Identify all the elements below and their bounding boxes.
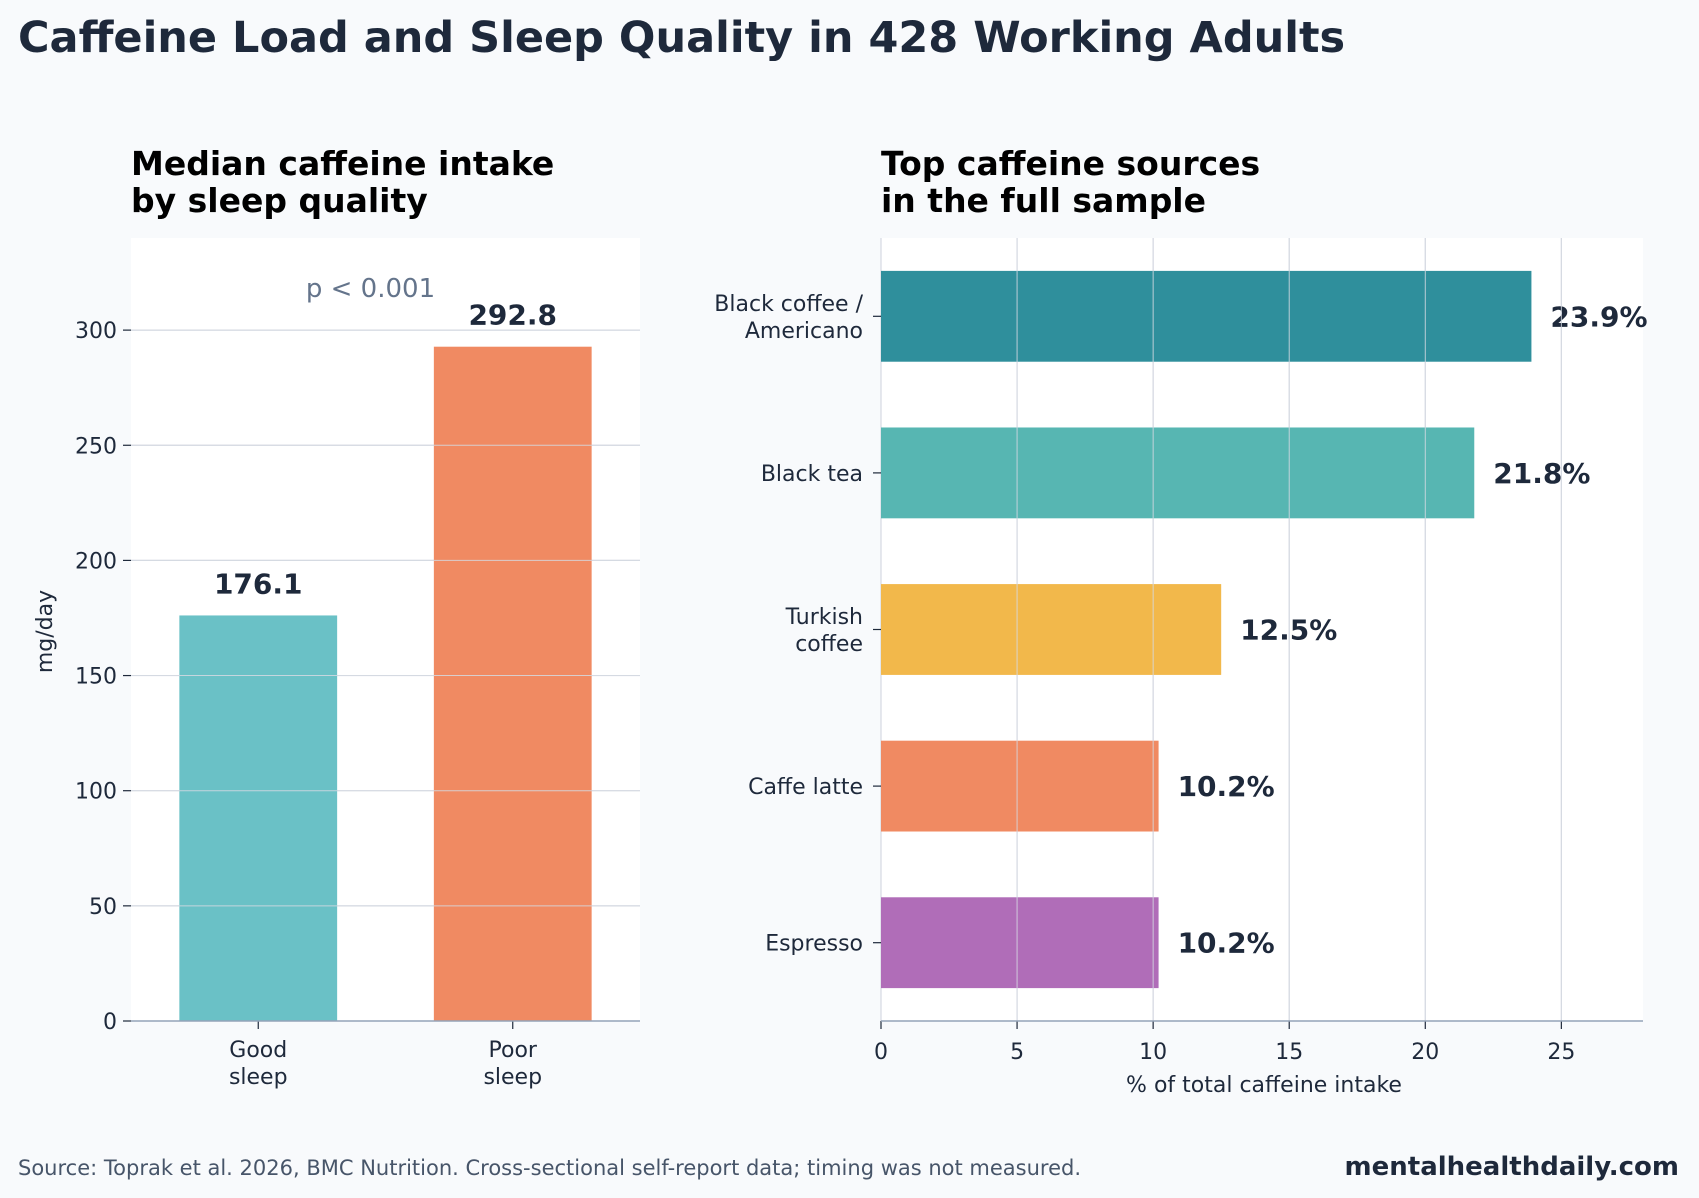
x-tick-label: Good sleep bbox=[229, 1038, 288, 1090]
bar-value-label: 23.9% bbox=[1550, 300, 1647, 333]
bar bbox=[881, 427, 1475, 519]
x-tick-label: 20 bbox=[1411, 1040, 1439, 1065]
source-note: Source: Toprak et al. 2026, BMC Nutritio… bbox=[18, 1156, 1081, 1180]
x-tick-label: 5 bbox=[1010, 1040, 1024, 1065]
bar-value-label: 10.2% bbox=[1178, 927, 1275, 960]
y-axis-label: mg/day bbox=[33, 590, 58, 673]
bar bbox=[881, 740, 1159, 832]
bar bbox=[179, 615, 338, 1021]
right-chart-title: Top caffeine sources in the full sample bbox=[881, 144, 1260, 220]
x-tick-label: 25 bbox=[1547, 1040, 1575, 1065]
brand-label: mentalhealthdaily.com bbox=[1345, 1152, 1679, 1182]
bar-value-label: 21.8% bbox=[1493, 457, 1590, 490]
bar-value-label: 176.1 bbox=[214, 567, 303, 600]
y-tick-label: Black coffee / Americano bbox=[714, 292, 863, 344]
bar bbox=[433, 346, 592, 1021]
main-title: Caffeine Load and Sleep Quality in 428 W… bbox=[18, 13, 1345, 63]
significance-annotation: p < 0.001 bbox=[306, 274, 435, 304]
bar bbox=[881, 270, 1532, 362]
left-chart-title: Median caffeine intake by sleep quality bbox=[131, 144, 554, 220]
x-tick-label: 10 bbox=[1139, 1040, 1167, 1065]
x-axis-label: % of total caffeine intake bbox=[1126, 1073, 1402, 1098]
y-tick-label: 200 bbox=[75, 549, 117, 574]
left-chart-panel: Median caffeine intake by sleep quality 0 5… bbox=[33, 144, 640, 1090]
right-chart-panel: Top caffeine sources in the full sample 0 5… bbox=[714, 144, 1647, 1098]
x-tick-label: 0 bbox=[874, 1040, 888, 1065]
y-tick-label: Black tea bbox=[761, 462, 863, 487]
x-tick-label: Poor sleep bbox=[483, 1038, 542, 1090]
y-tick-label: 50 bbox=[89, 895, 117, 920]
x-tick-label: 15 bbox=[1275, 1040, 1303, 1065]
y-tick-label: Caffe latte bbox=[748, 775, 863, 800]
y-tick-label: 100 bbox=[75, 780, 117, 805]
y-tick-label: Espresso bbox=[765, 932, 863, 957]
y-tick-label: 250 bbox=[75, 434, 117, 459]
y-tick-label: Turkish coffee bbox=[785, 605, 863, 657]
y-tick-label: 150 bbox=[75, 665, 117, 690]
y-tick-label: 0 bbox=[103, 1010, 117, 1035]
bar bbox=[881, 897, 1159, 989]
bar-value-label: 292.8 bbox=[468, 299, 557, 332]
y-tick-label: 300 bbox=[75, 319, 117, 344]
bar bbox=[881, 584, 1222, 675]
bar-value-label: 10.2% bbox=[1178, 770, 1275, 803]
